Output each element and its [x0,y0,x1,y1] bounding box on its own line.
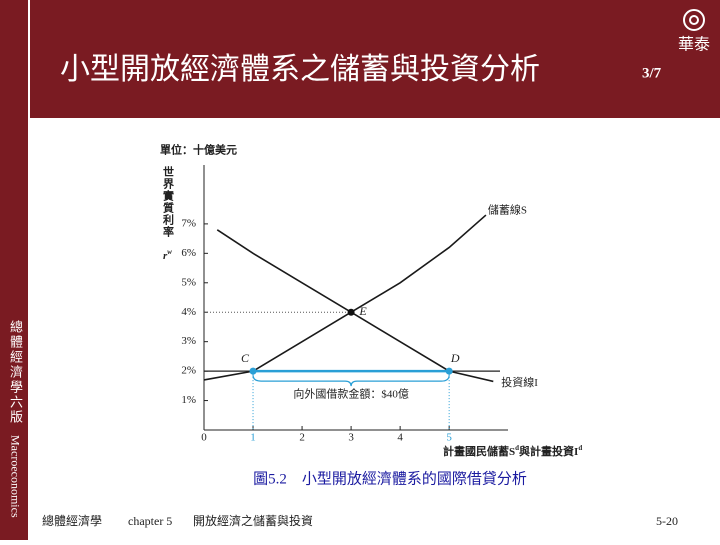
footer-topic: 開放經濟之儲蓄與投資 [193,513,313,528]
slide-title: 小型開放經濟體系之儲蓄與投資分析 [60,53,540,86]
caption: 圖5.2 小型開放經濟體系的國際借貸分析 [253,470,527,487]
footer-chapter: chapter 5 [128,514,172,528]
y-symbol: rw [163,248,172,262]
y-tick-label: 5% [181,276,196,288]
x-label-sup: d [578,444,582,452]
point [249,367,257,375]
x-label: 計畫國民儲蓄S [443,444,515,458]
point [347,308,355,316]
logo-icon [689,15,699,25]
logo: 華泰 [678,36,710,54]
x-tick-label: 4 [397,432,403,444]
footer-page: 5-20 [656,514,678,528]
point-label: E [358,304,367,318]
y-tick-label: 6% [181,247,196,259]
header [30,0,720,118]
x-label-sup: d [515,444,519,452]
unit-label: 單位：十億美元 [160,143,237,157]
y-symbol-sup: w [167,248,172,256]
sidebar-cn: 總體經濟學六版 [8,319,23,425]
point-label: C [241,351,250,365]
x-tick-label: 3 [348,432,354,444]
y-tick-label: 3% [181,335,196,347]
logo-icon [683,9,705,31]
sidebar-en: Macroeconomics [8,435,22,518]
y-tick-label: 1% [181,394,196,406]
y-symbol: r [163,250,168,262]
y-label: 世界實質利率 [161,165,174,238]
point [445,367,453,375]
borrow-brace [252,375,450,387]
borrow-label: 向外國借款金額：$40億 [293,387,409,401]
page-of: 3/7 [642,65,662,81]
series-label: 儲蓄線S [488,203,527,217]
y-tick-label: 2% [181,365,196,377]
y-tick-label: 7% [181,217,196,229]
sidebar [0,0,28,540]
footer-book: 總體經濟學 [42,513,102,528]
x-tick-label: 0 [201,432,207,444]
point-label: D [450,351,460,365]
x-label: 與計畫投資I [519,444,578,458]
x-tick-label: 5 [446,432,452,444]
x-tick-label: 1 [250,432,256,444]
series-label: 投資線I [501,375,538,389]
y-tick-label: 4% [181,306,196,318]
x-label: 計畫國民儲蓄Sd與計畫投資Id [443,444,582,458]
x-tick-label: 2 [299,432,305,444]
